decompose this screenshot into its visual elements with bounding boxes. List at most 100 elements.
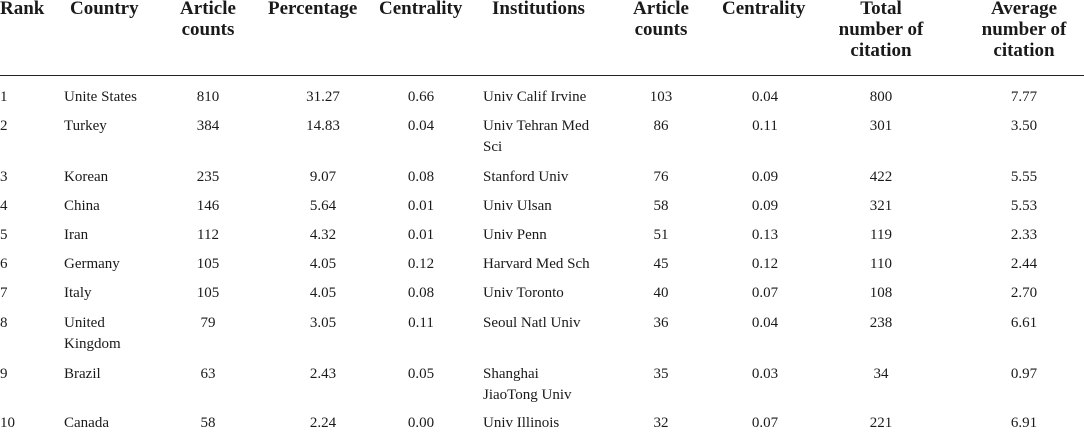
rank-cell: 1 [0,89,8,105]
table-header: Rank Country Article counts Percentage C… [0,0,1084,72]
institution-centrality-cell: 0.13 [751,227,779,243]
average-citation-cell: 2.44 [1010,256,1038,272]
total-citation-cell: 800 [869,89,893,105]
header-rule [0,75,1084,76]
header-percentage: Percentage [268,0,358,19]
total-citation-cell: 110 [870,256,892,272]
institution-article-count-cell: 32 [653,415,669,431]
percentage-cell: 3.05 [309,315,337,331]
country-article-count-cell: 58 [200,415,216,431]
institution-article-count-cell: 45 [653,256,669,272]
total-citation-cell: 321 [869,198,893,214]
institution-article-count-cell: 86 [653,118,669,134]
rank-cell: 3 [0,169,8,185]
percentage-cell: 9.07 [309,169,337,185]
percentage-cell: 4.05 [309,256,337,272]
country-cell: Canada [64,415,109,431]
institution-article-count-cell: 40 [653,285,669,301]
country-cell: China [64,198,100,214]
percentage-cell: 2.43 [309,366,337,382]
percentage-cell: 4.05 [309,285,337,301]
country-centrality-cell: 0.66 [407,89,435,105]
institution-cell: Univ Ulsan [483,198,552,214]
average-citation-cell: 5.55 [1010,169,1038,185]
header-rank: Rank [0,0,45,19]
average-citation-cell: 2.33 [1010,227,1038,243]
institution-centrality-cell: 0.11 [752,118,778,134]
percentage-cell: 4.32 [309,227,337,243]
country-centrality-cell: 0.08 [407,169,435,185]
country-centrality-cell: 0.08 [407,285,435,301]
institution-cell: Stanford Univ [483,169,569,185]
institution-cell: Harvard Med Sch [483,256,590,272]
rank-cell: 2 [0,118,8,134]
header-total-citation: Total number of citation [838,0,924,61]
country-centrality-cell: 0.12 [407,256,435,272]
total-citation-cell: 301 [869,118,893,134]
rank-cell: 10 [0,415,15,431]
average-citation-cell: 0.97 [1010,366,1038,382]
total-citation-cell: 238 [869,315,893,331]
institution-article-count-cell: 51 [653,227,669,243]
country-centrality-cell: 0.01 [407,227,435,243]
average-citation-cell: 6.91 [1010,415,1038,431]
header-country: Country [70,0,139,19]
total-citation-cell: 221 [869,415,893,431]
institution-centrality-cell: 0.07 [751,285,779,301]
rank-cell: 4 [0,198,8,214]
rank-cell: 8 [0,315,8,331]
institution-centrality-cell: 0.04 [751,315,779,331]
total-citation-cell: 119 [870,227,892,243]
country-article-count-cell: 235 [196,169,220,185]
country-cell: Italy [64,285,92,301]
institution-cell: Univ Penn [483,227,547,243]
country-article-count-cell: 105 [196,285,220,301]
header-institution-centrality: Centrality [722,0,806,19]
institution-centrality-cell: 0.03 [751,366,779,382]
country-cell: Korean [64,169,109,185]
institution-centrality-cell: 0.04 [751,89,779,105]
institution-article-count-cell: 36 [653,315,669,331]
average-citation-cell: 2.70 [1010,285,1038,301]
header-institution-article-counts: Article counts [633,0,689,40]
rank-cell: 6 [0,256,8,272]
institution-article-count-cell: 58 [653,198,669,214]
total-citation-cell: 34 [873,366,889,382]
header-country-centrality: Centrality [379,0,463,19]
country-cell: Iran [64,227,89,243]
country-article-count-cell: 79 [200,315,216,331]
country-cell: United Kingdom [64,315,121,352]
header-institutions: Institutions [492,0,585,19]
institution-centrality-cell: 0.09 [751,198,779,214]
institution-cell: Univ Calif Irvine [483,89,587,105]
percentage-cell: 5.64 [309,198,337,214]
percentage-cell: 2.24 [309,415,337,431]
header-average-citation: Average number of citation [981,0,1067,61]
country-article-count-cell: 105 [196,256,220,272]
institution-article-count-cell: 76 [653,169,669,185]
country-article-count-cell: 810 [196,89,220,105]
average-citation-cell: 5.53 [1010,198,1038,214]
average-citation-cell: 6.61 [1010,315,1038,331]
country-centrality-cell: 0.04 [407,118,435,134]
country-cell: Unite States [64,89,137,105]
institution-cell: Univ Tehran Med Sci [483,118,590,155]
country-article-count-cell: 384 [196,118,220,134]
header-country-article-counts: Article counts [180,0,236,40]
institution-centrality-cell: 0.09 [751,169,779,185]
institution-cell: Shanghai JiaoTong Univ [483,366,572,403]
total-citation-cell: 108 [869,285,893,301]
institution-article-count-cell: 103 [649,89,673,105]
rank-cell: 7 [0,285,8,301]
institution-cell: Univ Toronto [483,285,564,301]
institution-article-count-cell: 35 [653,366,669,382]
country-cell: Brazil [64,366,101,382]
percentage-cell: 14.83 [306,118,340,134]
total-citation-cell: 422 [869,169,893,185]
institution-centrality-cell: 0.12 [751,256,779,272]
average-citation-cell: 7.77 [1010,89,1038,105]
country-centrality-cell: 0.11 [408,315,434,331]
country-centrality-cell: 0.00 [407,415,435,431]
country-article-count-cell: 146 [196,198,220,214]
country-centrality-cell: 0.01 [407,198,435,214]
